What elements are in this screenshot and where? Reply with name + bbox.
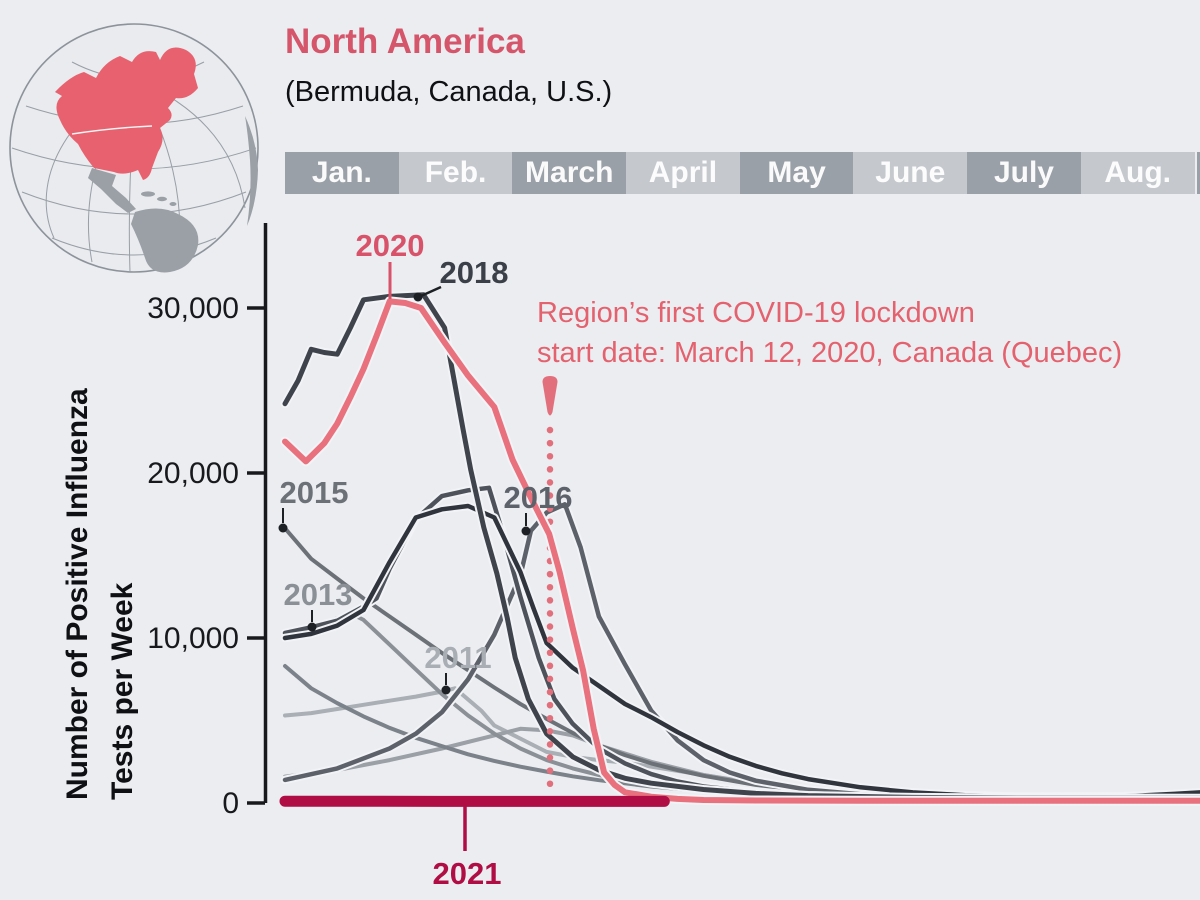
year-label-dot-2015 <box>278 523 288 533</box>
page-title: North America <box>285 22 525 61</box>
map-africa-sliver <box>245 116 258 226</box>
y-tick-label: 10,000 <box>147 622 239 655</box>
lockdown-annotation-line2: start date: March 12, 2020, Canada (Queb… <box>537 337 1123 369</box>
map-us-canada-border <box>71 125 153 135</box>
map-north-america-highlight <box>55 47 198 181</box>
y-tick-label: 30,000 <box>147 292 239 325</box>
series-line-2020 <box>282 298 1200 804</box>
map-caribbean <box>141 191 177 206</box>
month-cell-aug: Aug. <box>1080 152 1195 194</box>
month-cell-april: April <box>626 152 740 194</box>
series-line-2018 <box>282 292 1200 801</box>
page-subtitle: (Bermuda, Canada, U.S.) <box>285 76 613 108</box>
year-label-dot-2016 <box>521 526 531 536</box>
y-tick-label: 0 <box>222 787 239 820</box>
series-line-2016 <box>282 502 1200 800</box>
year-label-2020: 2020 <box>356 228 425 263</box>
year-label-2016: 2016 <box>504 480 573 515</box>
lockdown-pin-icon <box>542 376 558 416</box>
year-label-dot-2013 <box>307 622 317 632</box>
map-central-america <box>88 168 136 213</box>
month-cell-july: July <box>967 152 1081 194</box>
lockdown-annotation: Region’s first COVID-19 lockdown start d… <box>537 293 1122 373</box>
year-label-2013: 2013 <box>284 577 353 612</box>
month-cell-next <box>1196 152 1200 194</box>
month-cell-feb: Feb. <box>398 152 513 194</box>
month-strip: Jan. Feb. March April May June July Aug. <box>285 152 1200 194</box>
year-label-leader-2018 <box>420 285 442 298</box>
year-label-2015: 2015 <box>280 475 349 510</box>
month-cell-june: June <box>853 152 968 194</box>
month-cell-may: May <box>739 152 854 194</box>
month-cell-march: March <box>512 152 627 194</box>
year-label-2021: 2021 <box>433 856 502 891</box>
year-label-dot-2011 <box>441 685 451 695</box>
lockdown-annotation-line1: Region’s first COVID-19 lockdown <box>537 297 975 329</box>
map-south-america <box>131 208 199 273</box>
globe-locator-map <box>9 23 259 273</box>
y-tick-label: 20,000 <box>147 457 239 490</box>
year-label-dot-2018 <box>413 292 423 302</box>
month-cell-jan: Jan. <box>285 152 399 194</box>
year-label-2018: 2018 <box>440 255 509 290</box>
year-label-2011: 2011 <box>424 640 491 675</box>
